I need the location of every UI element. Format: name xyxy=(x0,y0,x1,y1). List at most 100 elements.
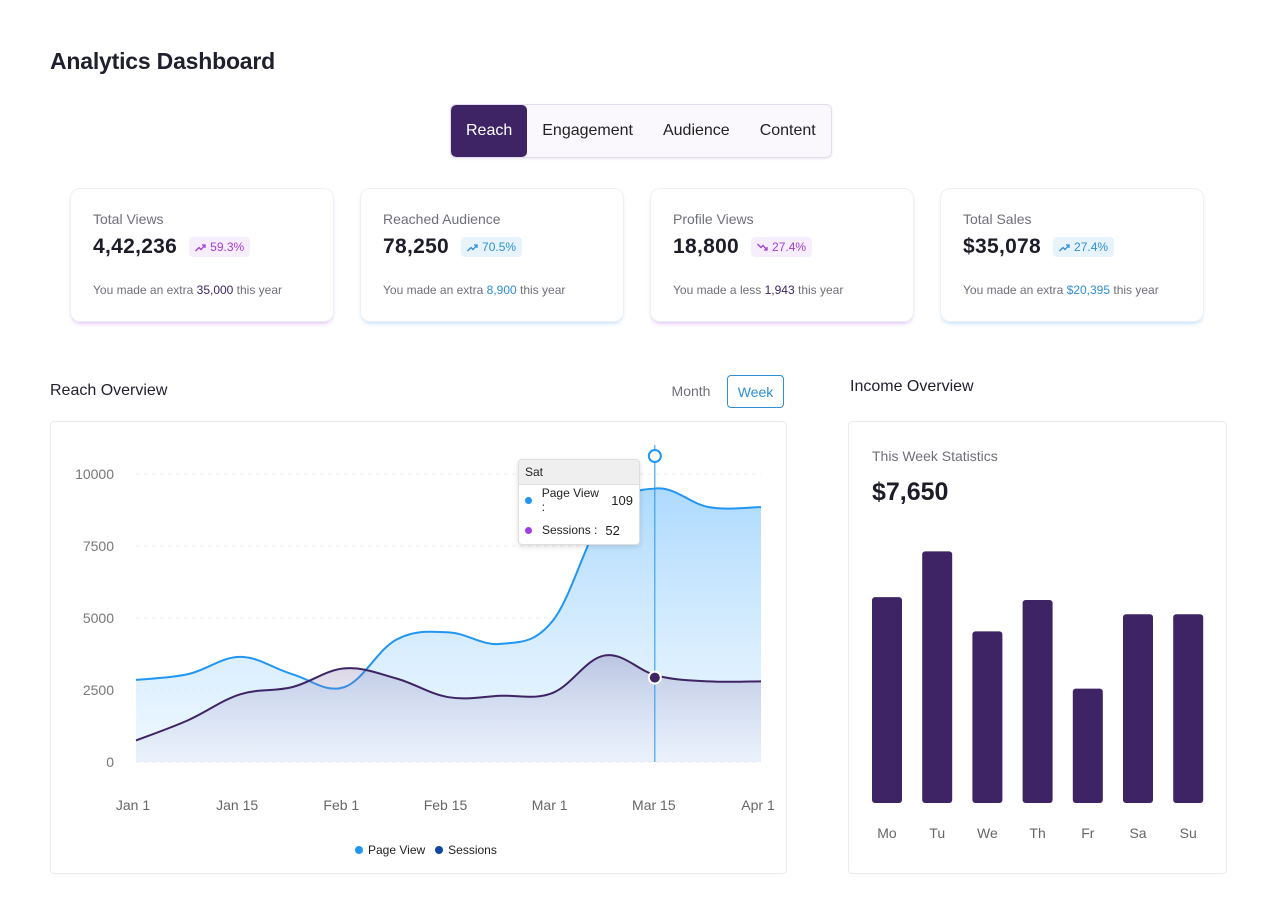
tooltip-title: Sat xyxy=(519,460,639,485)
bar-fr xyxy=(1072,688,1103,803)
card-footnote: You made an extra $20,395 this year xyxy=(963,283,1181,297)
bar-label: Sa xyxy=(1129,825,1146,841)
sessions-dot-icon xyxy=(525,526,532,534)
x-tick-label: Apr 1 xyxy=(741,797,775,813)
trend-up-icon xyxy=(195,243,206,251)
bar-tu xyxy=(922,551,953,803)
bar-label: Tu xyxy=(929,825,945,841)
foot-suffix: this year xyxy=(1110,283,1159,297)
y-tick-label: 0 xyxy=(106,754,114,770)
month-toggle-button[interactable]: Month xyxy=(671,382,711,399)
tooltip-value: 109 xyxy=(611,492,633,508)
bar-sa xyxy=(1123,614,1153,803)
page-view-dot-icon xyxy=(525,496,532,504)
change-value: 70.5% xyxy=(482,240,517,254)
bar-th xyxy=(1022,599,1053,803)
change-value: 27.4% xyxy=(772,240,807,254)
tab-reach[interactable]: Reach xyxy=(451,105,528,157)
tooltip-label: Sessions : xyxy=(542,523,598,537)
card-value: 18,800 xyxy=(673,235,740,258)
legend-dot-icon xyxy=(435,846,444,854)
legend-label: Page View xyxy=(368,843,426,857)
chart-legend: Page View Sessions xyxy=(355,843,497,857)
change-badge: 27.4% xyxy=(1053,237,1115,257)
tab-audience[interactable]: Audience xyxy=(662,122,730,139)
bar-we xyxy=(972,631,1003,803)
card-label: Reached Audience xyxy=(383,211,501,227)
y-tick-label: 7500 xyxy=(83,538,114,554)
card-label: Total Views xyxy=(93,211,164,227)
bar-label: Fr xyxy=(1081,825,1095,841)
x-tick-label: Feb 1 xyxy=(323,797,359,813)
stat-card-total-sales: Total Sales $35,078 27.4% You made an ex… xyxy=(940,188,1204,322)
legend-label: Sessions xyxy=(448,843,497,857)
legend-item-page-view[interactable]: Page View xyxy=(355,843,425,857)
foot-prefix: You made an extra xyxy=(383,283,487,297)
x-tick-label: Jan 1 xyxy=(116,797,150,813)
card-footnote: You made a less 1,943 this year xyxy=(673,283,891,297)
legend-item-sessions[interactable]: Sessions xyxy=(435,843,497,857)
chart-tooltip: Sat Page View : 109 Sessions : 52 xyxy=(518,459,640,545)
bar-label: We xyxy=(977,825,998,841)
tooltip-row-sessions: Sessions : 52 xyxy=(519,515,639,544)
income-bar-chart: Mo Tu We Th Fr Sa Su xyxy=(872,551,1204,841)
area-sessions xyxy=(136,655,761,762)
trend-up-icon xyxy=(467,243,478,251)
card-footnote: You made an extra 8,900 this year xyxy=(383,283,601,297)
card-value: 78,250 xyxy=(383,235,450,258)
stat-card-reached-audience: Reached Audience 78,250 70.5% You made a… xyxy=(360,188,624,322)
bar-su xyxy=(1173,614,1204,803)
income-value: $7,650 xyxy=(872,478,949,506)
change-badge: 59.3% xyxy=(189,237,251,257)
change-value: 59.3% xyxy=(210,240,245,254)
y-tick-label: 5000 xyxy=(83,610,114,626)
tooltip-label: Page View : xyxy=(541,486,599,514)
card-value: $35,078 xyxy=(963,235,1042,258)
line-page-view xyxy=(135,487,762,690)
sessions-marker xyxy=(647,670,662,685)
tab-content[interactable]: Content xyxy=(759,122,816,139)
trend-down-icon xyxy=(757,243,768,251)
income-overview-title: Income Overview xyxy=(850,378,974,395)
bar-label: Mo xyxy=(877,825,897,841)
page-view-marker xyxy=(647,449,662,463)
page-title: Analytics Dashboard xyxy=(50,48,275,74)
y-tick-label: 10000 xyxy=(75,466,114,482)
card-label: Total Sales xyxy=(963,211,1032,227)
bar-mo xyxy=(872,597,902,803)
foot-highlight: 8,900 xyxy=(486,283,517,297)
change-value: 27.4% xyxy=(1074,240,1109,254)
foot-suffix: this year xyxy=(233,283,283,297)
tab-bar: Reach Engagement Audience Content xyxy=(450,104,832,158)
stat-card-profile-views: Profile Views 18,800 27.4% You made a le… xyxy=(650,188,914,322)
foot-prefix: You made an extra xyxy=(963,283,1067,297)
change-badge: 70.5% xyxy=(461,237,523,257)
x-tick-label: Jan 15 xyxy=(216,797,258,813)
reach-chart: 0 2500 5000 7500 10000 Jan 1 Jan 15 Feb 1 Feb 15… xyxy=(75,445,775,813)
foot-prefix: You made a less xyxy=(673,283,765,297)
card-value: 4,42,236 xyxy=(93,235,178,258)
change-badge: 27.4% xyxy=(751,237,813,257)
legend-dot-icon xyxy=(355,846,363,854)
week-toggle-button[interactable]: Week xyxy=(727,375,784,408)
foot-prefix: You made an extra xyxy=(93,283,197,297)
foot-highlight: 1,943 xyxy=(764,283,795,297)
foot-suffix: this year xyxy=(516,283,566,297)
income-stat-label: This Week Statistics xyxy=(872,448,998,464)
stat-card-total-views: Total Views 4,42,236 59.3% You made an e… xyxy=(70,188,334,322)
y-tick-label: 2500 xyxy=(83,682,114,698)
tooltip-row-page-view: Page View : 109 xyxy=(519,485,639,515)
foot-suffix: this year xyxy=(794,283,844,297)
reach-overview-title: Reach Overview xyxy=(50,382,168,399)
foot-highlight: 35,000 xyxy=(196,283,234,297)
x-tick-label: Mar 1 xyxy=(532,797,568,813)
bar-label: Th xyxy=(1029,825,1045,841)
card-footnote: You made an extra 35,000 this year xyxy=(93,283,311,297)
trend-up-icon xyxy=(1059,243,1070,251)
x-tick-label: Mar 15 xyxy=(632,797,676,813)
tab-engagement[interactable]: Engagement xyxy=(542,122,633,139)
bar-label: Su xyxy=(1180,825,1197,841)
card-label: Profile Views xyxy=(673,211,754,227)
tooltip-value: 52 xyxy=(605,522,620,538)
foot-highlight: $20,395 xyxy=(1066,283,1111,297)
